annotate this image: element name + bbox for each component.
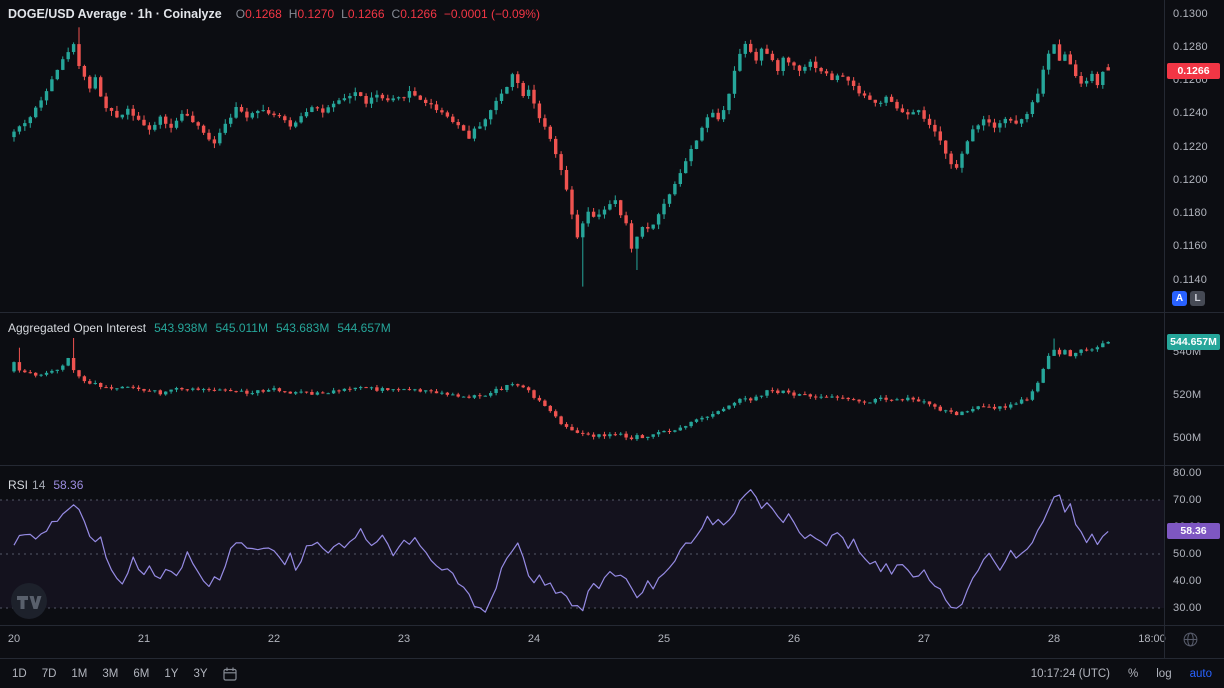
rsi-panel: RSI 14 58.36 [0,465,1164,625]
open-interest-title[interactable]: Aggregated Open Interest [8,321,147,335]
calendar-icon [222,667,237,681]
rsi-legend: RSI 14 58.36 [8,478,83,492]
symbol-title[interactable]: DOGE/USD Average · 1h · Coinalyze [8,7,222,21]
time-axis-label: 24 [527,633,541,645]
rsi-axis-label: 50.00 [1173,548,1202,560]
rsi-title[interactable]: RSI [8,478,29,492]
rsi-axis-label: 70.00 [1173,494,1202,506]
range-1d-button[interactable]: 1D [12,667,27,680]
price-scale[interactable]: 0.1300 0.1280 0.1260 0.1240 0.1220 0.1200 0.11… [1164,0,1224,658]
time-axis-label: 25 [657,633,671,645]
panel-separator[interactable] [0,312,1224,313]
price-chart-canvas[interactable] [0,0,1164,312]
price-axis-label: 0.1240 [1173,107,1208,119]
panel-separator[interactable] [0,465,1224,466]
ohlc-high-label: H [288,7,298,21]
ohlc-readout: O0.1268 H0.1270 L0.1266 C0.1266 −0.0001 … [236,7,540,21]
open-interest-legend: Aggregated Open Interest 543.938M 545.01… [8,321,391,335]
range-1y-button[interactable]: 1Y [164,667,179,680]
range-1m-button[interactable]: 1M [71,667,88,680]
price-axis-label: 0.1280 [1173,41,1208,53]
rsi-axis-label: 80.00 [1173,467,1202,479]
time-axis-separator [0,625,1224,626]
ohlc-low-value: 0.1266 [347,7,385,21]
ohlc-open-label: O [235,7,246,21]
range-7d-button[interactable]: 7D [41,667,57,680]
open-interest-panel: Aggregated Open Interest 543.938M 545.01… [0,312,1164,465]
ohlc-open-value: 0.1268 [245,7,282,21]
oi-high-value: 545.011M [215,321,268,335]
price-axis-label: 0.1300 [1173,8,1208,20]
scale-settings-group: 10:17:24 (UTC) % log auto [1031,668,1212,680]
rsi-value-badge: 58.36 [1167,523,1220,539]
time-axis-label: 20 [7,633,21,645]
time-axis-label: 18:00 [1138,633,1166,645]
date-range-buttons: 1D 7D 1M 3M 6M 1Y 3Y [12,668,208,680]
price-axis-label: 0.1180 [1173,207,1208,219]
ohlc-close-value: 0.1266 [400,7,437,21]
rsi-value: 58.36 [53,478,84,492]
oi-axis-label: 500M [1173,432,1202,444]
price-value-badge: 0.1266 [1167,63,1220,79]
rsi-axis-label: 30.00 [1173,602,1202,614]
time-axis-label: 28 [1047,633,1061,645]
tradingview-logo-icon [11,583,47,619]
price-panel: DOGE/USD Average · 1h · Coinalyze O0.126… [0,0,1164,312]
range-3y-button[interactable]: 3Y [193,667,208,680]
globe-icon[interactable] [1182,631,1199,648]
price-axis-label: 0.1220 [1173,141,1208,153]
oi-open-value: 543.938M [154,321,208,335]
price-change: −0.0001 (−0.09%) [443,7,540,21]
price-axis-label: 0.1140 [1173,274,1208,286]
time-axis-label: 27 [917,633,931,645]
go-to-date-button[interactable] [222,666,238,682]
oi-low-value: 543.683M [275,321,330,335]
bottom-toolbar: 1D 7D 1M 3M 6M 1Y 3Y 10:17:24 (UTC) % lo… [0,658,1224,688]
ohlc-low-label: L [341,7,348,21]
price-legend: DOGE/USD Average · 1h · Coinalyze O0.126… [8,7,540,21]
range-6m-button[interactable]: 6M [133,667,150,680]
open-interest-canvas[interactable] [0,312,1164,465]
tradingview-logo[interactable] [10,582,48,620]
rsi-length: 14 [32,478,46,492]
rsi-canvas[interactable] [0,465,1164,625]
time-axis-label: 21 [137,633,151,645]
log-scale-button[interactable]: L [1190,291,1205,306]
auto-scale-button[interactable]: A [1172,291,1187,306]
range-3m-button[interactable]: 3M [102,667,119,680]
rsi-axis-label: 40.00 [1173,575,1202,587]
oi-close-value: 544.657M [337,321,391,335]
ohlc-close-label: C [391,7,401,21]
time-axis-label: 22 [267,633,281,645]
time-axis-label: 26 [787,633,801,645]
price-axis-label: 0.1200 [1173,174,1208,186]
time-axis-label: 23 [397,633,411,645]
oi-axis-label: 520M [1173,389,1202,401]
oi-value-badge: 544.657M [1167,334,1220,350]
log-scale-toolbar-button[interactable]: log [1156,667,1172,680]
clock-display[interactable]: 10:17:24 (UTC) [1030,667,1111,680]
time-scale[interactable]: 20 21 22 23 24 25 26 27 28 18:00 [0,625,1224,658]
price-axis-label: 0.1160 [1173,240,1208,252]
ohlc-high-value: 0.1270 [297,7,335,21]
percent-scale-button[interactable]: % [1128,667,1139,680]
auto-scale-toolbar-button[interactable]: auto [1189,667,1212,680]
scale-mode-buttons: A L [1172,291,1205,306]
